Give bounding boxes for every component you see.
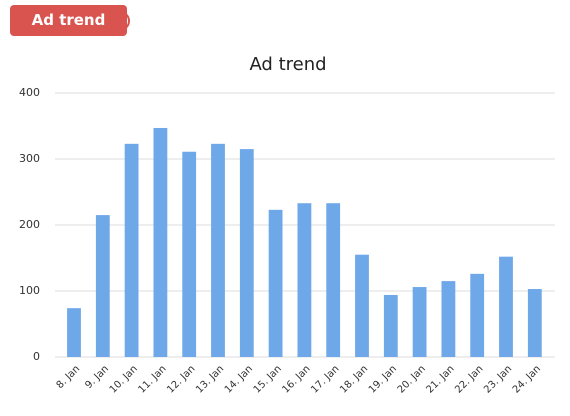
x-tick-label: 21. Jan [424,363,456,395]
y-tick-label: 200 [19,218,40,231]
x-tick-label: 8. Jan [55,363,83,391]
ad-trend-button[interactable]: Ad trend [10,5,127,36]
x-tick-label: 15. Jan [252,363,284,395]
bar [124,143,139,357]
x-tick-label: 10. Jan [108,363,140,395]
bar [153,127,168,357]
x-tick-label: 20. Jan [396,363,428,395]
y-tick-label: 400 [19,86,40,99]
bar [441,281,456,357]
bar [527,289,542,357]
x-tick-label: 24. Jan [511,363,543,395]
bar [412,287,427,357]
x-tick-label: 22. Jan [453,363,485,395]
x-tick-label: 16. Jan [280,363,312,395]
bar [499,256,513,357]
y-tick-label: 0 [33,350,40,363]
bar [383,294,398,357]
bar [239,149,254,357]
bar [95,215,110,357]
x-tick-label: 18. Jan [338,363,370,395]
bar [355,254,369,357]
x-tick-label: 11. Jan [136,363,168,395]
y-tick-label: 100 [19,284,40,297]
x-tick-label: 12. Jan [165,363,197,395]
x-tick-label: 14. Jan [223,363,255,395]
x-tick-label: 17. Jan [309,363,341,395]
x-tick-label: 19. Jan [367,363,399,395]
bar [470,273,485,357]
chart-title: Ad trend [249,54,326,75]
bar [326,203,341,357]
bar [297,203,312,357]
bar [67,308,81,357]
x-tick-label: 13. Jan [194,363,226,395]
help-icon[interactable]: ? [110,11,130,31]
y-tick-label: 300 [19,152,40,165]
x-tick-label: 9. Jan [83,363,111,391]
x-tick-label: 23. Jan [482,363,514,395]
bar [211,143,225,357]
bar [182,151,197,357]
bar [268,209,283,357]
